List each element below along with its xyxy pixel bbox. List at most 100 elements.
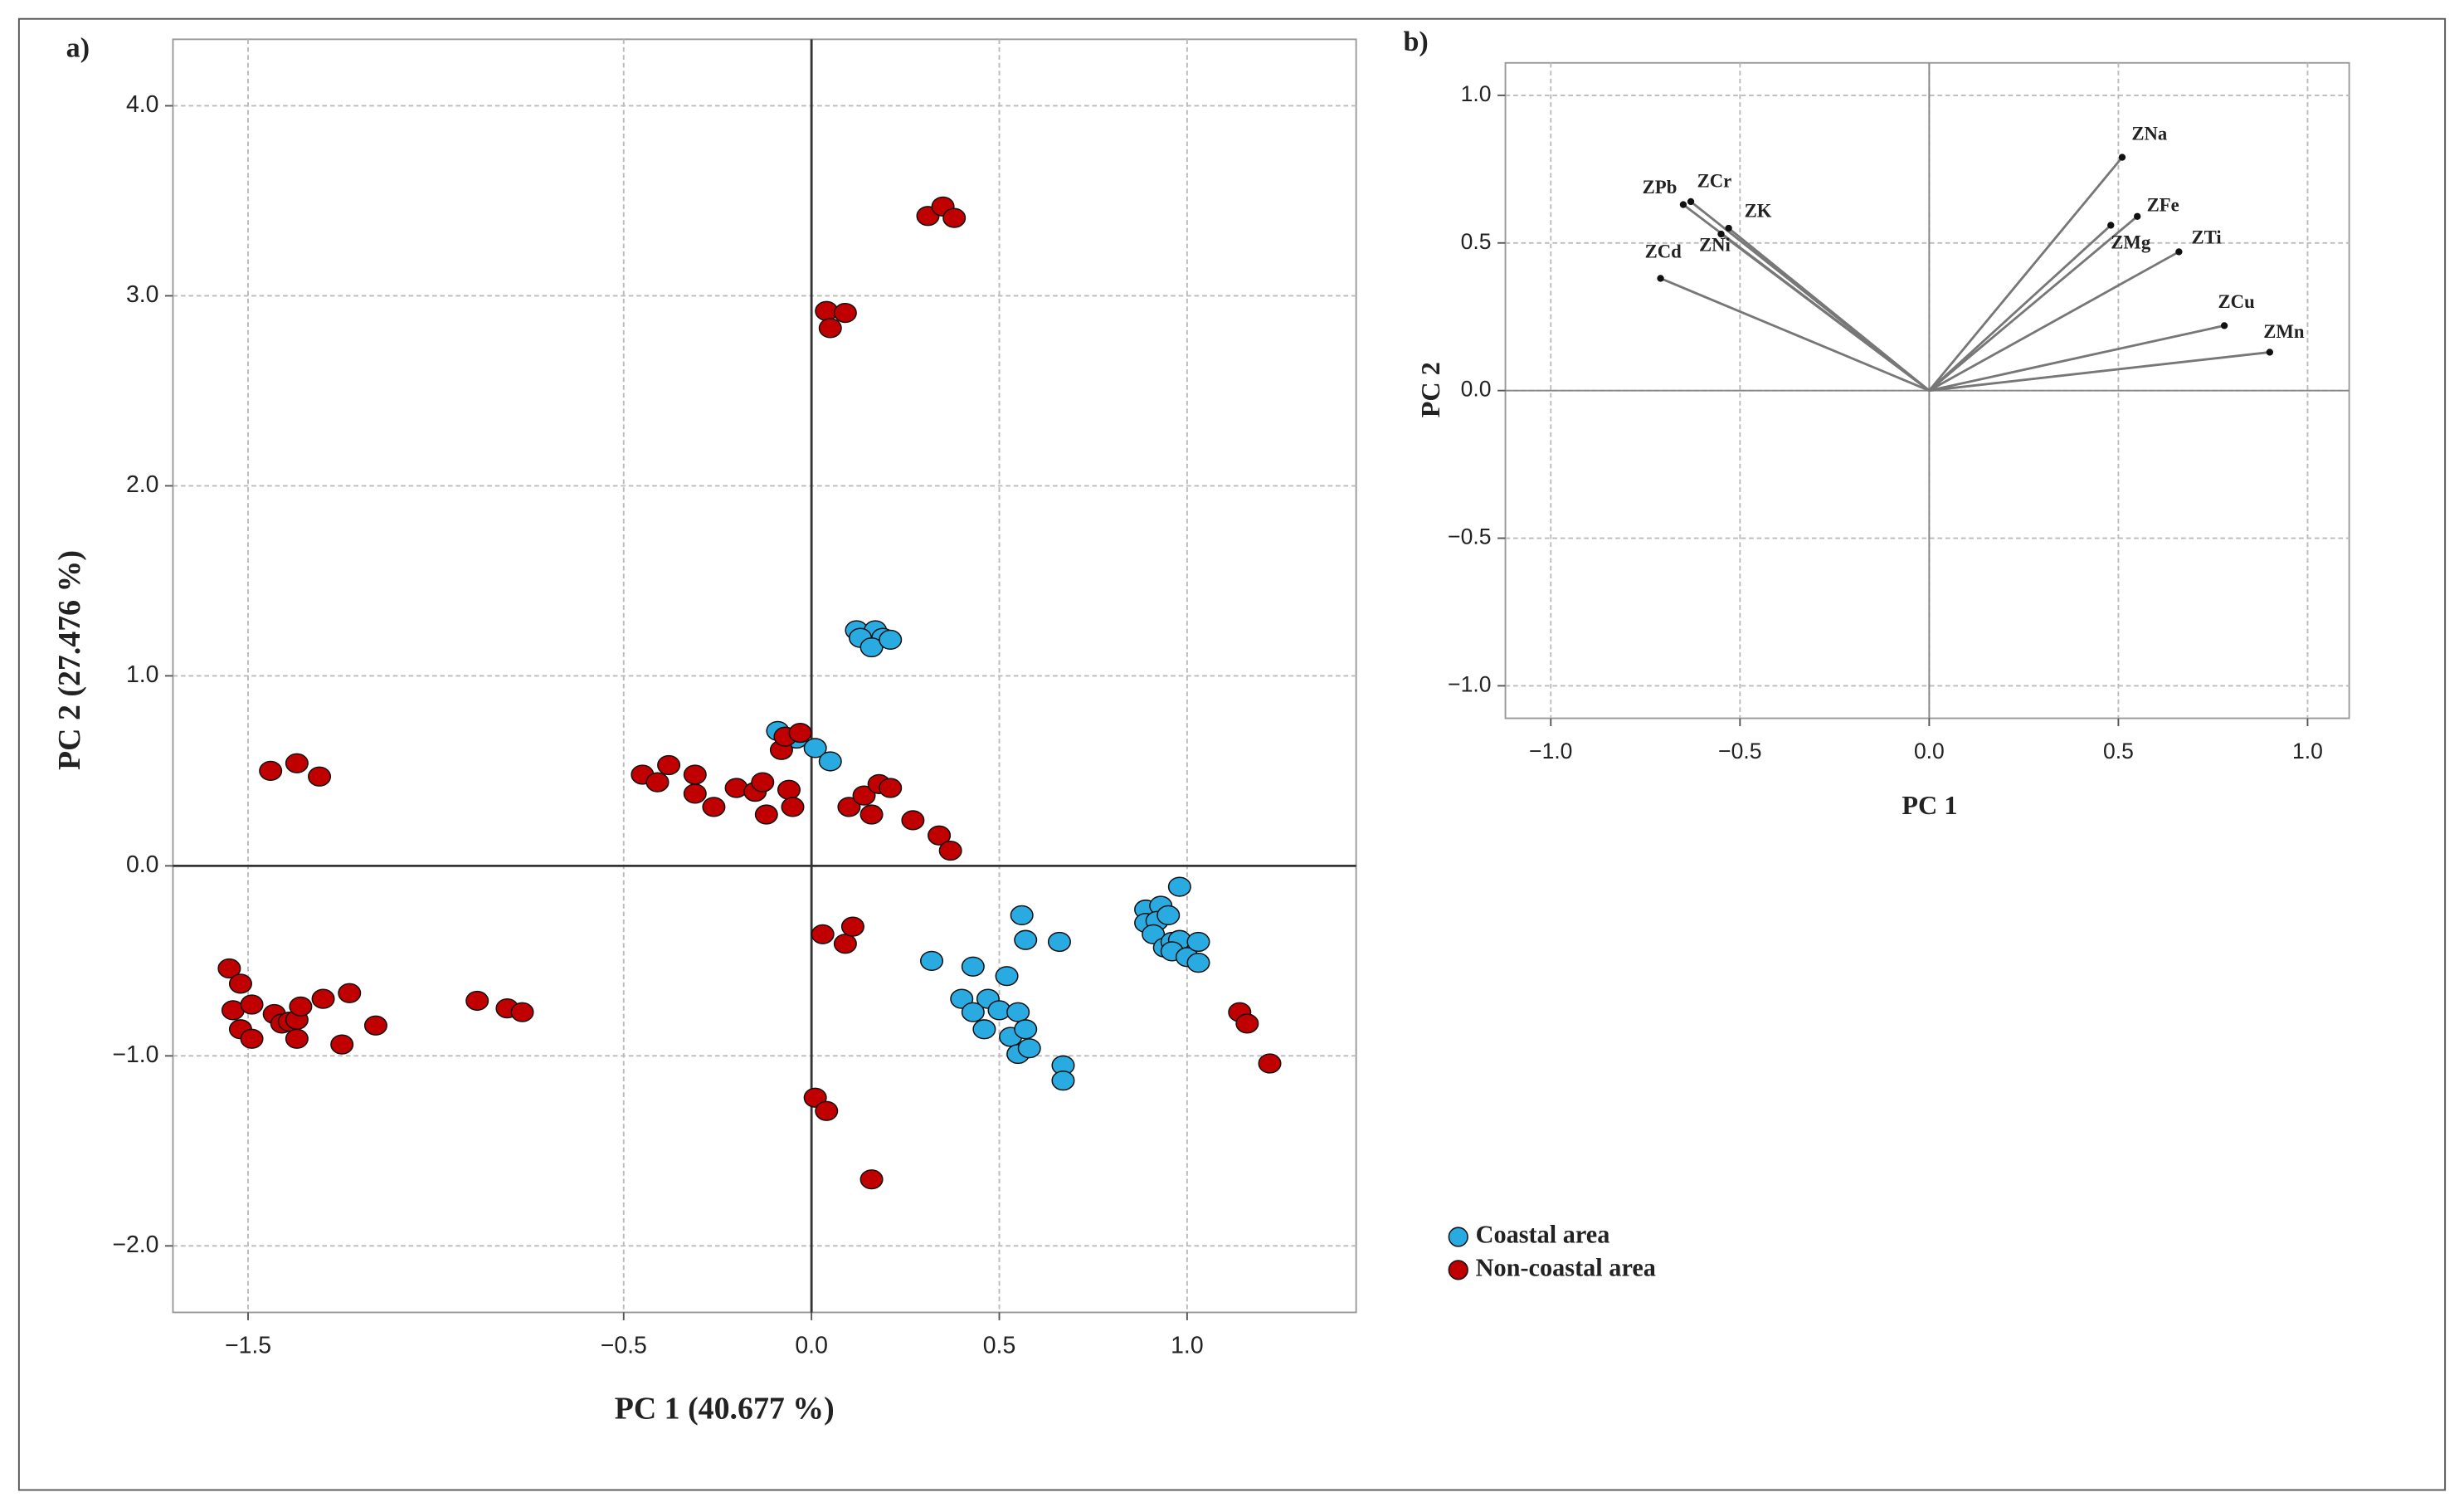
loading-vector [1659, 277, 1930, 392]
vector-tip [2118, 154, 2126, 161]
data-point [852, 785, 876, 806]
data-point [879, 629, 903, 651]
data-point [833, 302, 857, 324]
data-point [217, 958, 241, 979]
y-tick-label: 0.0 [126, 851, 158, 878]
vector-label: ZCu [2218, 291, 2256, 312]
vector-tip [1717, 230, 1725, 238]
data-point [683, 764, 707, 785]
data-point [1235, 1013, 1259, 1034]
legend-label: Non-coastal area [1476, 1253, 1656, 1281]
y-tick-label: 0.5 [1461, 229, 1492, 254]
y-tick-label: −2.0 [112, 1232, 158, 1258]
vector-tip [2175, 248, 2183, 256]
data-point [754, 804, 778, 825]
panel-label: a) [66, 32, 90, 63]
data-point [657, 754, 681, 776]
vector-tip [1725, 224, 1732, 232]
data-point [240, 994, 264, 1015]
data-point [818, 751, 842, 772]
x-tick-label: 0.5 [983, 1333, 1015, 1359]
data-point [859, 1169, 884, 1190]
y-tick-label: −0.5 [1448, 524, 1491, 549]
legend-label: Coastal area [1476, 1221, 1610, 1249]
loading-vector [1928, 156, 2124, 392]
data-point [837, 797, 861, 817]
vector-label: ZMg [2111, 232, 2151, 252]
vector-tip [1657, 275, 1664, 282]
x-tick-label: 1.0 [1171, 1333, 1203, 1359]
data-point [228, 973, 252, 994]
vector-label: ZCd [1645, 241, 1682, 261]
data-point [645, 772, 670, 793]
data-point [1014, 929, 1038, 950]
data-point [1017, 1038, 1041, 1059]
data-point [995, 966, 1019, 987]
vector-tip [1679, 201, 1687, 208]
data-point [240, 1028, 264, 1049]
data-point [289, 996, 313, 1017]
data-point [777, 779, 801, 800]
vector-tip [2220, 322, 2228, 329]
y-axis-title: PC 2 (27.476 %) [52, 550, 87, 770]
data-point [928, 825, 952, 846]
data-point [259, 760, 283, 782]
loading-vector [1727, 227, 1931, 392]
x-tick-label: −0.5 [601, 1333, 647, 1359]
vector-tip [1687, 198, 1695, 206]
x-tick-label: 1.0 [2292, 739, 2323, 763]
data-point [961, 1002, 985, 1022]
vector-tip [2134, 212, 2141, 220]
legend-marker [1448, 1227, 1468, 1247]
x-tick-label: 0.5 [2103, 739, 2134, 763]
data-point [1047, 931, 1071, 953]
data-point [1014, 1019, 1038, 1040]
data-point [961, 956, 985, 977]
data-point [285, 1028, 309, 1049]
data-point [859, 637, 884, 658]
legend-marker [1448, 1260, 1468, 1280]
data-point [330, 1034, 354, 1055]
data-point [338, 983, 362, 1003]
data-point [879, 778, 903, 798]
data-point [1186, 953, 1210, 973]
data-point [702, 797, 726, 817]
data-point [285, 753, 309, 773]
data-point [751, 772, 775, 793]
data-point [1006, 1002, 1030, 1022]
data-point [788, 722, 812, 744]
loading-vector [1928, 251, 2180, 392]
y-tick-label: 4.0 [126, 91, 158, 118]
data-point [811, 924, 835, 944]
vector-label: ZCr [1697, 170, 1732, 191]
data-point [972, 1019, 996, 1040]
vector-label: ZNi [1699, 234, 1731, 255]
y-tick-label: 0.0 [1461, 377, 1492, 402]
x-tick-label: −1.0 [1529, 739, 1572, 763]
data-point [1186, 931, 1210, 953]
y-tick-label: −1.0 [112, 1041, 158, 1068]
data-point [803, 738, 827, 758]
vector-label: ZNa [2131, 123, 2168, 144]
vector-label: ZK [1745, 200, 1772, 221]
x-axis-title: PC 1 (40.677 %) [615, 1391, 835, 1426]
vector-label: ZPb [1643, 177, 1678, 198]
x-tick-label: −0.5 [1718, 739, 1761, 763]
data-point [1157, 905, 1181, 926]
y-axis-title: PC 2 [1415, 362, 1445, 417]
y-tick-label: −1.0 [1448, 671, 1491, 696]
data-point [920, 950, 944, 971]
x-axis-title: PC 1 [1902, 790, 1957, 820]
loading-vector [1928, 224, 2112, 392]
data-point [938, 840, 962, 861]
loading-vector [1720, 232, 1931, 392]
y-tick-label: 1.0 [126, 661, 158, 688]
vector-label: ZTi [2192, 227, 2222, 248]
y-tick-label: 1.0 [1461, 81, 1492, 106]
vector-tip [2107, 222, 2115, 229]
data-point [1051, 1070, 1075, 1091]
data-point [815, 1100, 839, 1121]
panel-label: b) [1403, 27, 1428, 57]
loading-vector [1928, 215, 2139, 392]
